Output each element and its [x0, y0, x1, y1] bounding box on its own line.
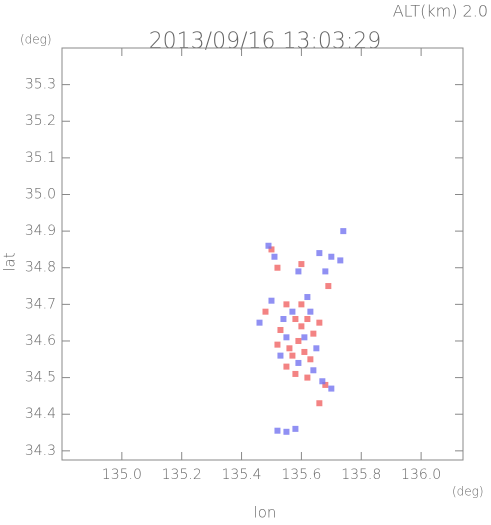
y-tick-label: 34.8 — [25, 260, 56, 276]
x-unit: (deg) — [452, 485, 484, 499]
point — [301, 334, 308, 341]
point — [283, 363, 290, 370]
point — [292, 370, 299, 377]
point — [301, 348, 308, 355]
point — [292, 425, 299, 432]
point — [274, 264, 281, 271]
point — [277, 326, 284, 333]
point — [286, 345, 293, 352]
point — [304, 316, 311, 323]
point — [313, 345, 320, 352]
point — [304, 374, 311, 381]
point — [328, 253, 335, 260]
point — [268, 246, 275, 253]
y-tick-label: 34.5 — [25, 370, 56, 386]
point — [256, 319, 263, 326]
point — [310, 330, 317, 337]
chart-title: 2013/09/16 13:03:29 — [149, 29, 382, 54]
point — [298, 301, 305, 308]
point — [295, 337, 302, 344]
y-tick-label: 35.0 — [25, 186, 56, 202]
point — [316, 400, 323, 407]
point — [283, 334, 290, 341]
point — [274, 341, 281, 348]
point — [316, 250, 323, 257]
point — [289, 308, 296, 315]
point — [292, 316, 299, 323]
point — [277, 352, 284, 359]
point — [298, 323, 305, 330]
x-tick-label: 136.0 — [401, 467, 441, 483]
point — [340, 228, 347, 235]
x-tick-label: 135.0 — [102, 467, 142, 483]
y-tick-label: 34.9 — [25, 223, 56, 239]
point — [295, 359, 302, 366]
point — [283, 428, 290, 435]
chart-subtitle: ALT(km) 2.0 — [393, 2, 488, 21]
point — [295, 268, 302, 275]
point — [337, 257, 344, 264]
x-axis-label: lon — [254, 504, 277, 522]
x-tick-label: 135.8 — [341, 467, 381, 483]
point — [328, 385, 335, 392]
x-tick-label: 135.6 — [281, 467, 321, 483]
point — [307, 356, 314, 363]
point — [289, 352, 296, 359]
point — [322, 268, 329, 275]
y-tick-label: 35.2 — [25, 113, 56, 129]
point — [319, 378, 326, 385]
point — [262, 308, 269, 315]
plot-frame — [61, 47, 464, 461]
point — [274, 427, 281, 434]
point — [325, 283, 332, 290]
y-axis-label: lat — [1, 252, 19, 271]
point — [298, 261, 305, 268]
x-tick-label: 135.2 — [162, 467, 202, 483]
point — [307, 308, 314, 315]
point — [322, 381, 329, 388]
y-tick-label: 34.6 — [25, 333, 56, 349]
point — [304, 294, 311, 301]
point — [283, 301, 290, 308]
point — [280, 316, 287, 323]
y-tick-label: 34.4 — [25, 406, 56, 422]
point — [271, 253, 278, 260]
point — [316, 319, 323, 326]
x-tick-label: 135.4 — [222, 467, 262, 483]
y-tick-label: 34.7 — [25, 296, 56, 312]
y-tick-label: 35.3 — [25, 77, 56, 93]
point — [310, 367, 317, 374]
y-unit: (deg) — [20, 33, 52, 47]
point — [265, 242, 272, 249]
y-tick-label: 35.1 — [25, 150, 56, 166]
y-tick-label: 34.3 — [25, 443, 56, 459]
point — [268, 297, 275, 304]
